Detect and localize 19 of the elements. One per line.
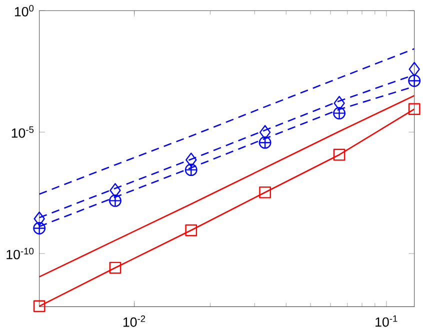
y-tick-label: 10$^{0}$ xyxy=(14,4,34,16)
point xyxy=(259,186,271,198)
point xyxy=(109,262,122,274)
x-tick-label: 10$^{-1}$ xyxy=(376,315,398,327)
line-series xyxy=(39,48,414,195)
line-series xyxy=(39,94,414,278)
y-tick-label: 10$^{-5}$ xyxy=(12,126,34,138)
point xyxy=(408,62,420,76)
point xyxy=(186,152,197,168)
point xyxy=(110,183,121,198)
point xyxy=(185,224,198,236)
point xyxy=(33,300,46,312)
point xyxy=(34,212,45,226)
point xyxy=(333,148,346,161)
y-tick-label: 10$^{-10}$ xyxy=(6,248,34,260)
point xyxy=(259,125,271,140)
point xyxy=(334,96,345,110)
x-tick-label: 10$^{-2}$ xyxy=(123,315,146,327)
point xyxy=(408,103,420,115)
